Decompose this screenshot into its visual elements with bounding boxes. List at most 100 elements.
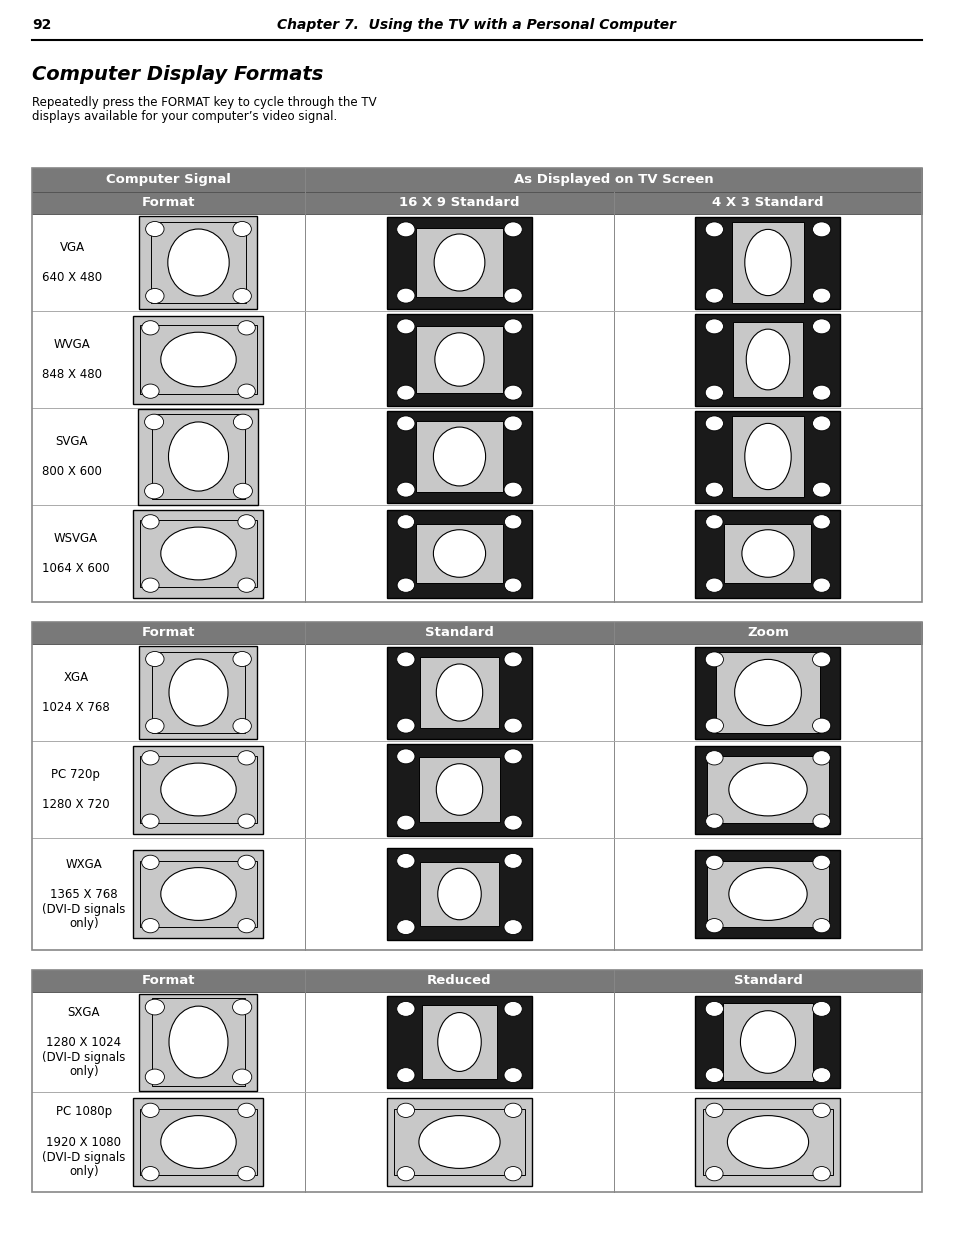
Bar xyxy=(133,315,263,404)
Ellipse shape xyxy=(396,515,415,529)
Text: Format: Format xyxy=(142,974,195,988)
Ellipse shape xyxy=(145,1070,164,1084)
Ellipse shape xyxy=(503,416,521,431)
Ellipse shape xyxy=(812,751,829,764)
Ellipse shape xyxy=(142,1167,159,1181)
Bar xyxy=(695,850,840,939)
Text: SXGA

1280 X 1024
(DVI-D signals
only): SXGA 1280 X 1024 (DVI-D signals only) xyxy=(42,1005,125,1078)
Ellipse shape xyxy=(728,763,806,816)
Ellipse shape xyxy=(503,853,521,868)
Bar xyxy=(133,746,263,834)
Ellipse shape xyxy=(396,482,415,496)
Ellipse shape xyxy=(812,719,830,734)
Bar xyxy=(305,168,921,191)
Ellipse shape xyxy=(142,855,159,869)
Bar xyxy=(32,168,305,191)
Bar xyxy=(387,314,532,405)
Bar xyxy=(695,510,840,598)
Text: PC 720p

1280 X 720: PC 720p 1280 X 720 xyxy=(42,768,110,811)
Text: Standard: Standard xyxy=(425,626,494,640)
Ellipse shape xyxy=(503,652,521,667)
Ellipse shape xyxy=(237,515,255,529)
Ellipse shape xyxy=(705,1103,722,1118)
Ellipse shape xyxy=(142,814,159,829)
Ellipse shape xyxy=(437,868,480,920)
Ellipse shape xyxy=(704,319,722,333)
Bar xyxy=(394,1109,524,1176)
Ellipse shape xyxy=(396,748,415,763)
Text: 4 X 3 Standard: 4 X 3 Standard xyxy=(712,196,822,210)
Ellipse shape xyxy=(233,483,253,499)
Ellipse shape xyxy=(433,530,485,577)
Bar xyxy=(133,850,263,939)
Ellipse shape xyxy=(168,228,229,296)
Ellipse shape xyxy=(812,1002,830,1016)
Bar xyxy=(614,969,921,992)
Bar xyxy=(387,995,532,1088)
Ellipse shape xyxy=(726,1115,808,1168)
Text: WXGA

1365 X 768
(DVI-D signals
only): WXGA 1365 X 768 (DVI-D signals only) xyxy=(42,857,125,930)
Bar xyxy=(419,657,498,729)
Ellipse shape xyxy=(812,814,829,829)
Bar xyxy=(387,1098,532,1186)
Bar xyxy=(416,421,502,493)
Ellipse shape xyxy=(396,920,415,935)
Ellipse shape xyxy=(812,855,829,869)
Bar xyxy=(706,756,828,823)
Bar xyxy=(133,510,263,598)
Ellipse shape xyxy=(812,1068,830,1083)
Bar xyxy=(614,191,921,214)
Ellipse shape xyxy=(233,999,252,1015)
Ellipse shape xyxy=(704,1068,722,1083)
Ellipse shape xyxy=(705,1167,722,1181)
Bar xyxy=(305,969,614,992)
Ellipse shape xyxy=(704,385,722,400)
Bar xyxy=(32,969,921,1192)
Text: Chapter 7.  Using the TV with a Personal Computer: Chapter 7. Using the TV with a Personal … xyxy=(277,19,676,32)
Ellipse shape xyxy=(704,1002,722,1016)
Ellipse shape xyxy=(812,919,829,932)
Ellipse shape xyxy=(705,855,722,869)
Ellipse shape xyxy=(503,1068,521,1083)
Bar xyxy=(695,410,840,503)
Text: Standard: Standard xyxy=(733,974,801,988)
Ellipse shape xyxy=(142,515,159,529)
Bar xyxy=(695,746,840,834)
Ellipse shape xyxy=(145,414,163,430)
Ellipse shape xyxy=(812,385,830,400)
Bar xyxy=(614,622,921,643)
Ellipse shape xyxy=(396,288,415,303)
Ellipse shape xyxy=(233,719,251,734)
Ellipse shape xyxy=(812,652,830,667)
Text: 92: 92 xyxy=(32,19,51,32)
Ellipse shape xyxy=(418,1115,499,1168)
Bar xyxy=(32,969,305,992)
Ellipse shape xyxy=(436,664,482,721)
Ellipse shape xyxy=(437,1013,480,1072)
Bar xyxy=(695,216,840,309)
Ellipse shape xyxy=(237,919,255,932)
Ellipse shape xyxy=(705,515,722,529)
Ellipse shape xyxy=(142,578,159,593)
Bar xyxy=(695,646,840,739)
Bar xyxy=(614,969,921,992)
Ellipse shape xyxy=(704,416,722,431)
Ellipse shape xyxy=(146,652,164,667)
Ellipse shape xyxy=(396,1103,415,1118)
Bar xyxy=(416,326,502,393)
Text: Format: Format xyxy=(142,196,195,210)
Ellipse shape xyxy=(503,920,521,935)
Ellipse shape xyxy=(396,578,415,593)
Ellipse shape xyxy=(146,719,164,734)
Ellipse shape xyxy=(237,321,255,335)
Ellipse shape xyxy=(396,652,415,667)
Bar xyxy=(387,848,532,940)
Bar xyxy=(32,191,305,214)
Ellipse shape xyxy=(812,222,830,237)
Bar xyxy=(152,998,244,1086)
Ellipse shape xyxy=(237,384,255,399)
Ellipse shape xyxy=(237,578,255,593)
Bar xyxy=(731,222,803,303)
Bar xyxy=(387,646,532,739)
Ellipse shape xyxy=(744,424,790,489)
